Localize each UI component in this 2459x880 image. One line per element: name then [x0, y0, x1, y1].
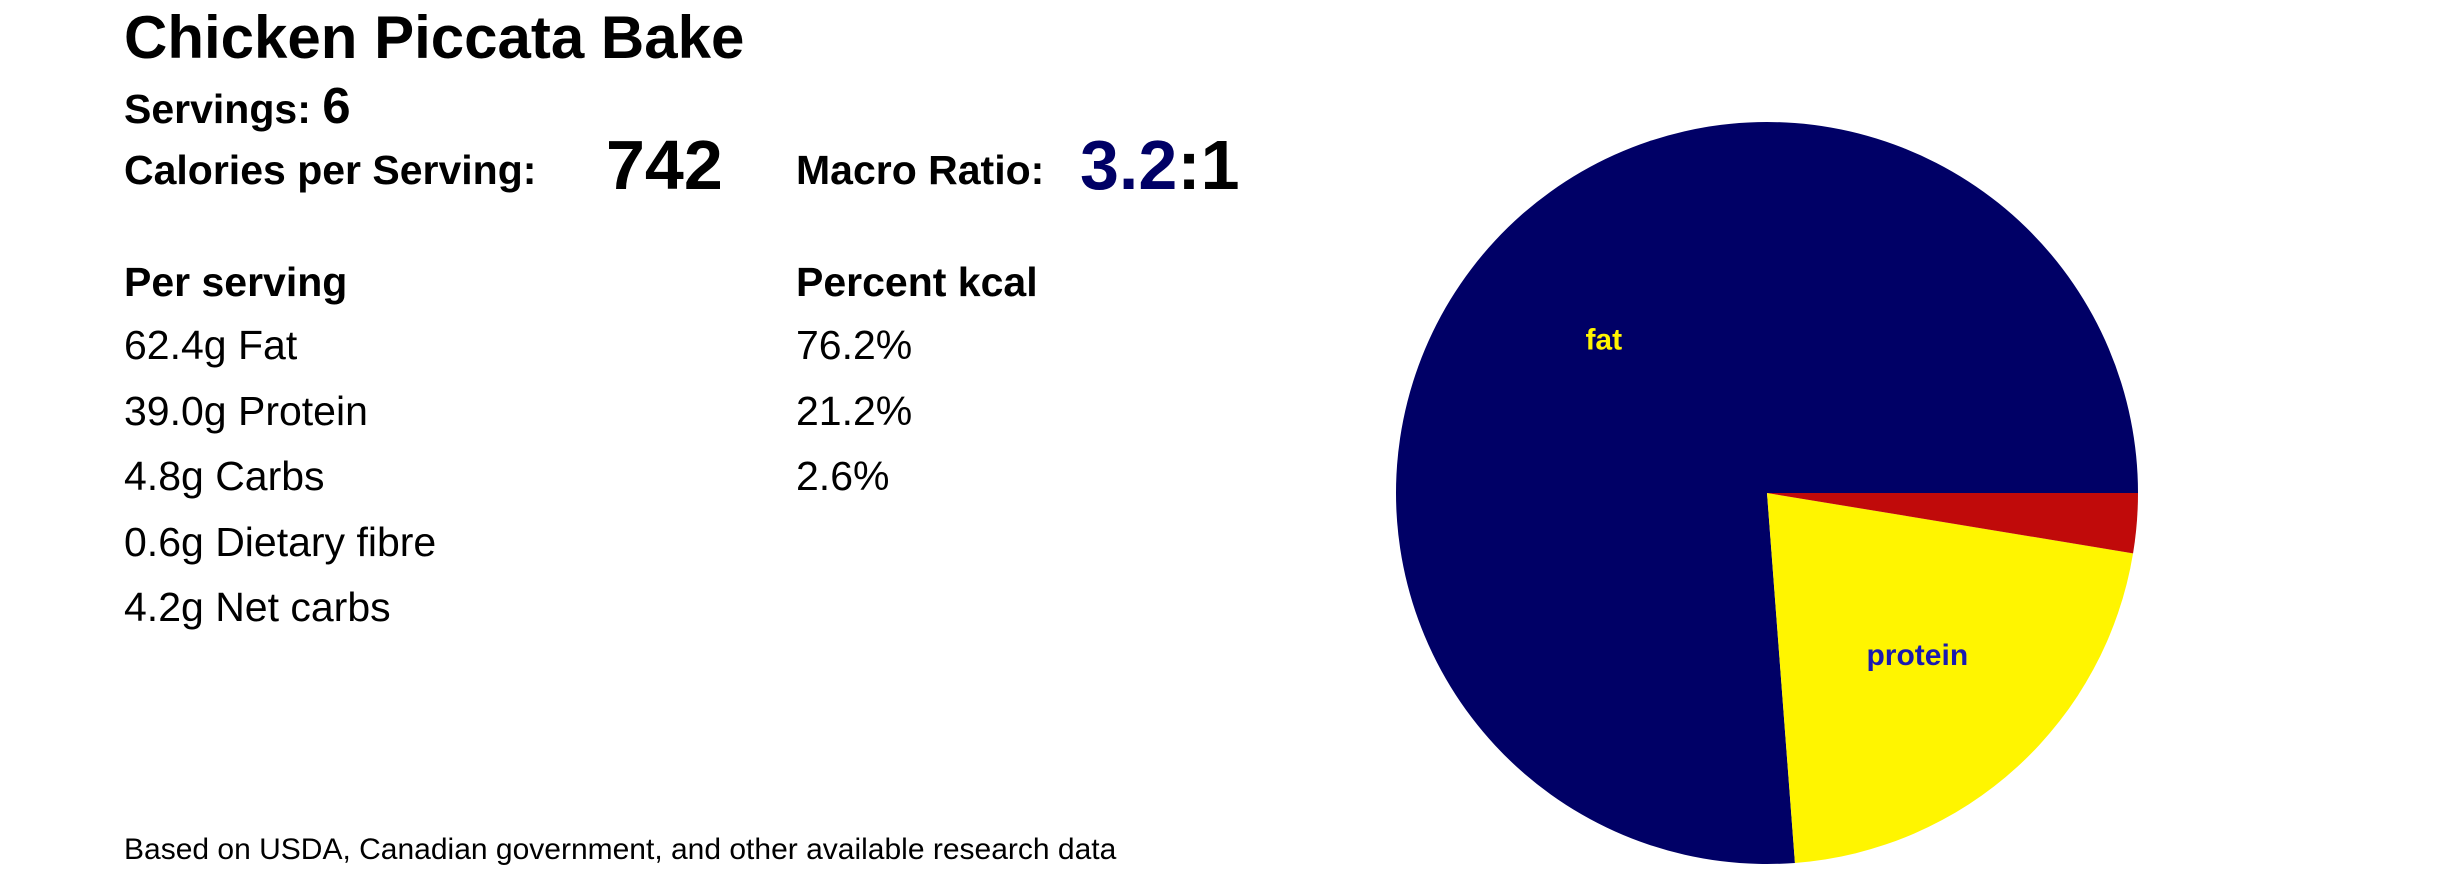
title: Chicken Piccata Bake — [124, 4, 745, 71]
servings-line: Servings: 6 — [124, 80, 351, 131]
macro-ratio-suffix: :1 — [1177, 126, 1240, 204]
nutrient-row: 62.4g Fat — [124, 322, 298, 368]
macro-ratio-label: Macro Ratio: — [796, 147, 1045, 193]
pie-slice — [1767, 493, 2138, 554]
nutrient-row: 2.6% — [796, 453, 890, 499]
percent-kcal-header: Percent kcal — [796, 259, 1038, 305]
pie-slice — [1767, 493, 2134, 863]
servings-value: 6 — [322, 77, 351, 134]
pie-slice — [1396, 121, 2138, 864]
nutrient-row: 76.2% — [796, 322, 913, 368]
nutrient-row: 0.6g Dietary fibre — [124, 518, 437, 565]
nutrient-row: 21.2% — [796, 387, 913, 434]
slice-label: fat — [1585, 324, 1622, 357]
nutrient-row: 39.0g Protein — [124, 387, 368, 434]
servings-label: Servings: — [124, 86, 311, 132]
slice-label: protein — [1866, 639, 1968, 672]
nutrient-row: 4.8g Carbs — [124, 453, 325, 499]
macro-ratio-value: 3.2 — [1080, 126, 1178, 204]
per-serving-header: Per serving — [124, 259, 348, 305]
nutrient-row: 4.2g Net carbs — [124, 584, 391, 630]
footer: Based on USDA, Canadian government, and … — [124, 833, 1117, 866]
macro-ratio: 3.2:1 — [1080, 130, 1240, 200]
calories-value: 742 — [606, 126, 723, 204]
calories-label: Calories per Serving: — [124, 147, 537, 193]
